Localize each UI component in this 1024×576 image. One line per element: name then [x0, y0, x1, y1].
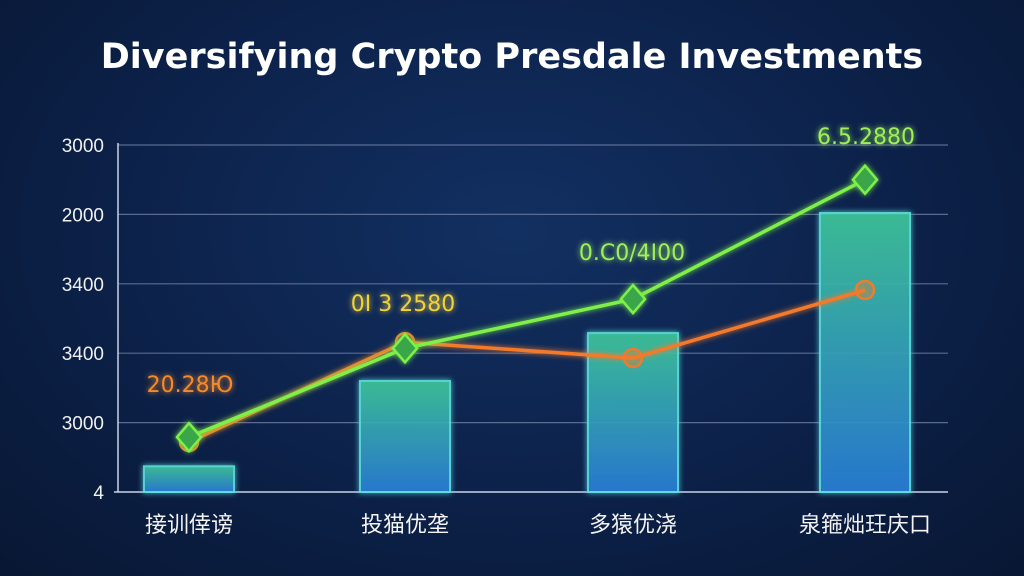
green-point: [175, 421, 203, 454]
y-tick-label: 2000: [62, 205, 104, 226]
bar: [819, 212, 911, 493]
x-tick-label: 多猿优浇: [589, 513, 677, 538]
data-label: 0.C0/4I00: [579, 241, 685, 266]
y-tick-label: 3400: [62, 275, 104, 296]
x-tick-label: 接训倖谤: [145, 513, 233, 538]
gridlines: [118, 144, 948, 424]
bar: [359, 379, 451, 493]
lines: [175, 163, 879, 454]
green-point: [851, 163, 879, 196]
green-line: [188, 178, 866, 439]
y-axis-ticks: 4 3000 3400 3400 2000 3000: [62, 136, 105, 504]
data-label: 20.28Ю: [147, 373, 234, 398]
green-point: [391, 332, 419, 365]
chart-title: Diversifying Crypto Presdale Investments: [101, 37, 923, 77]
x-tick-label: 泉箍炪玨庆口: [799, 513, 931, 538]
y-tick-label: 3000: [62, 414, 104, 435]
bars: [143, 212, 911, 493]
data-label: 0I 3 2580: [351, 292, 455, 317]
data-label: 6.5.2880: [817, 125, 915, 150]
y-tick-label: 3400: [62, 344, 104, 365]
orange-line: [188, 288, 866, 444]
x-axis-ticks: 接训倖谤 投猫优垄 多猿优浇 泉箍炪玨庆口: [145, 513, 931, 538]
y-tick-label: 4: [93, 483, 104, 504]
data-labels: 20.28Ю 0I 3 2580 0.C0/4I00 6.5.2880: [147, 125, 915, 398]
y-tick-label: 3000: [62, 136, 104, 157]
green-point: [619, 283, 647, 315]
orange-point: [854, 279, 876, 301]
orange-point: [622, 347, 644, 369]
bar: [143, 465, 235, 493]
x-tick-label: 投猫优垄: [361, 513, 449, 538]
